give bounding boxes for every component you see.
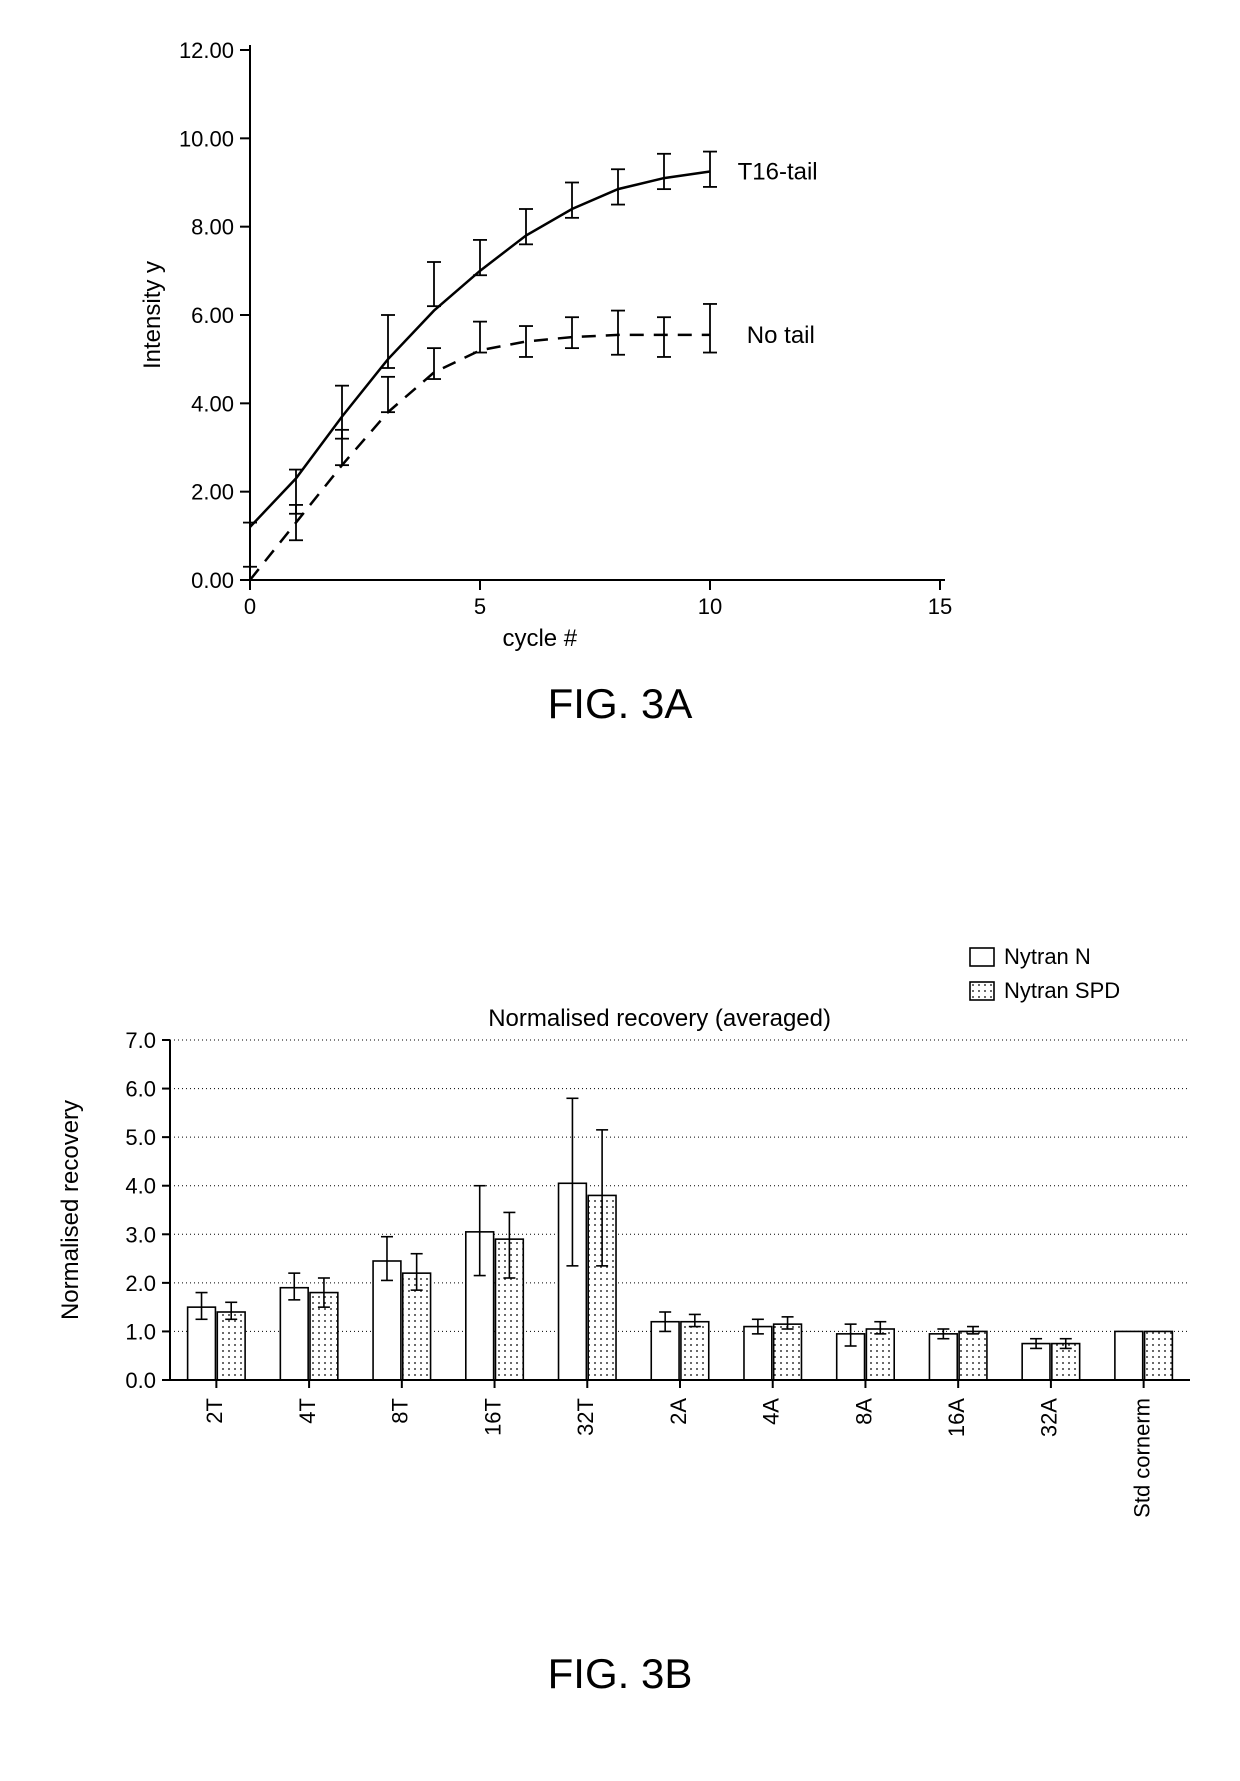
fig3a-chart: 0.00 2.00 4.00 6.00 8.00 10.00 12.00 0 5 10 15 cycl… (120, 30, 1160, 670)
svg-text:Nytran SPD: Nytran SPD (1004, 978, 1120, 1003)
svg-text:1.0: 1.0 (125, 1319, 156, 1344)
svg-text:16T: 16T (480, 1398, 505, 1436)
svg-text:Intensity y: Intensity y (139, 261, 166, 369)
svg-text:2A: 2A (666, 1398, 691, 1425)
fig3a-caption: FIG. 3A (0, 680, 1240, 728)
svg-text:10.00: 10.00 (179, 126, 234, 151)
svg-text:3.0: 3.0 (125, 1222, 156, 1247)
fig3b-caption: FIG. 3B (0, 1650, 1240, 1698)
svg-text:T16-tail: T16-tail (738, 158, 818, 185)
svg-text:6.00: 6.00 (191, 303, 234, 328)
svg-text:10: 10 (698, 594, 722, 619)
svg-text:0: 0 (244, 594, 256, 619)
svg-text:4A: 4A (759, 1398, 784, 1425)
svg-text:Normalised recovery: Normalised recovery (57, 1100, 84, 1320)
svg-text:12.00: 12.00 (179, 38, 234, 63)
svg-text:4.00: 4.00 (191, 391, 234, 416)
fig3b-chart: 0.0 1.0 2.0 3.0 4.0 5.0 6.0 7.0 2T 4T 8T 16T 32T 2A 4A… (40, 940, 1220, 1560)
svg-text:2.00: 2.00 (191, 480, 234, 505)
svg-text:2.0: 2.0 (125, 1271, 156, 1296)
svg-text:8.00: 8.00 (191, 215, 234, 240)
svg-text:32A: 32A (1037, 1398, 1062, 1437)
svg-text:No tail: No tail (747, 322, 815, 349)
svg-text:6.0: 6.0 (125, 1077, 156, 1102)
svg-text:0.00: 0.00 (191, 568, 234, 593)
svg-text:5: 5 (474, 594, 486, 619)
svg-text:Normalised recovery (averaged): Normalised recovery (averaged) (488, 1005, 831, 1032)
svg-text:32T: 32T (573, 1398, 598, 1436)
svg-text:0.0: 0.0 (125, 1368, 156, 1393)
svg-text:15: 15 (928, 594, 952, 619)
svg-text:16A: 16A (944, 1398, 969, 1437)
svg-text:cycle #: cycle # (502, 625, 577, 652)
svg-text:4.0: 4.0 (125, 1174, 156, 1199)
svg-text:Std cornerm: Std cornerm (1129, 1398, 1154, 1518)
svg-text:4T: 4T (295, 1398, 320, 1424)
svg-text:Nytran N: Nytran N (1004, 944, 1091, 969)
svg-text:7.0: 7.0 (125, 1028, 156, 1053)
svg-text:8T: 8T (388, 1398, 413, 1424)
svg-text:8A: 8A (851, 1398, 876, 1425)
svg-text:5.0: 5.0 (125, 1125, 156, 1150)
svg-text:2T: 2T (202, 1398, 227, 1424)
